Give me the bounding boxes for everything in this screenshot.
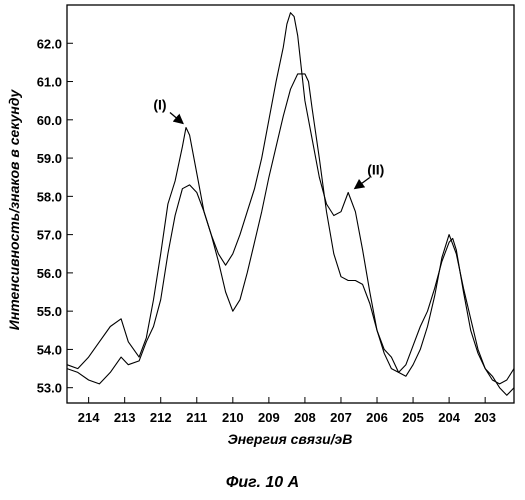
x-tick-label: 208 <box>294 410 316 425</box>
x-tick-label: 207 <box>330 410 352 425</box>
figure-caption: Фиг. 10 А <box>0 474 525 492</box>
annotation-arrow <box>170 112 183 123</box>
series-line-1 <box>67 13 514 384</box>
x-tick-label: 204 <box>438 410 460 425</box>
annotations-layer: (I) (II) <box>153 96 384 188</box>
y-tick-label: 57.0 <box>37 228 62 243</box>
x-tick-label: 212 <box>150 410 172 425</box>
y-tick-label: 56.0 <box>37 266 62 281</box>
y-tick-label: 60.0 <box>37 113 62 128</box>
y-tick-label: 54.0 <box>37 342 62 357</box>
y-tick-label: 55.0 <box>37 304 62 319</box>
x-axis-title: Энергия связи/эВ <box>228 431 353 447</box>
plot-frame <box>67 5 514 403</box>
y-tick-label: 58.0 <box>37 189 62 204</box>
xps-chart: 214 213 212 211 210 209 208 207 206 205 204 203 53.0… <box>0 0 525 470</box>
series-layer <box>67 13 514 396</box>
x-tick-label: 203 <box>474 410 496 425</box>
series-line-2 <box>67 74 514 395</box>
annotation-label: (I) <box>153 96 166 112</box>
x-tick-label: 214 <box>78 410 100 425</box>
y-tick-label: 59.0 <box>37 151 62 166</box>
y-tick-label: 61.0 <box>37 75 62 90</box>
ticks-layer: 214 213 212 211 210 209 208 207 206 205 204 203 53.0… <box>37 36 496 425</box>
x-tick-label: 206 <box>366 410 388 425</box>
x-tick-label: 210 <box>222 410 244 425</box>
y-axis-title: Интенсивность/знаков в секунду <box>6 89 22 331</box>
plot-area <box>67 5 514 403</box>
x-tick-label: 213 <box>114 410 136 425</box>
x-tick-label: 211 <box>186 410 207 425</box>
annotation-arrow <box>355 178 370 189</box>
annotation-label: (II) <box>367 162 384 178</box>
y-tick-label: 53.0 <box>37 381 62 396</box>
y-tick-label: 62.0 <box>37 36 62 51</box>
x-tick-label: 205 <box>402 410 424 425</box>
x-tick-label: 209 <box>258 410 280 425</box>
